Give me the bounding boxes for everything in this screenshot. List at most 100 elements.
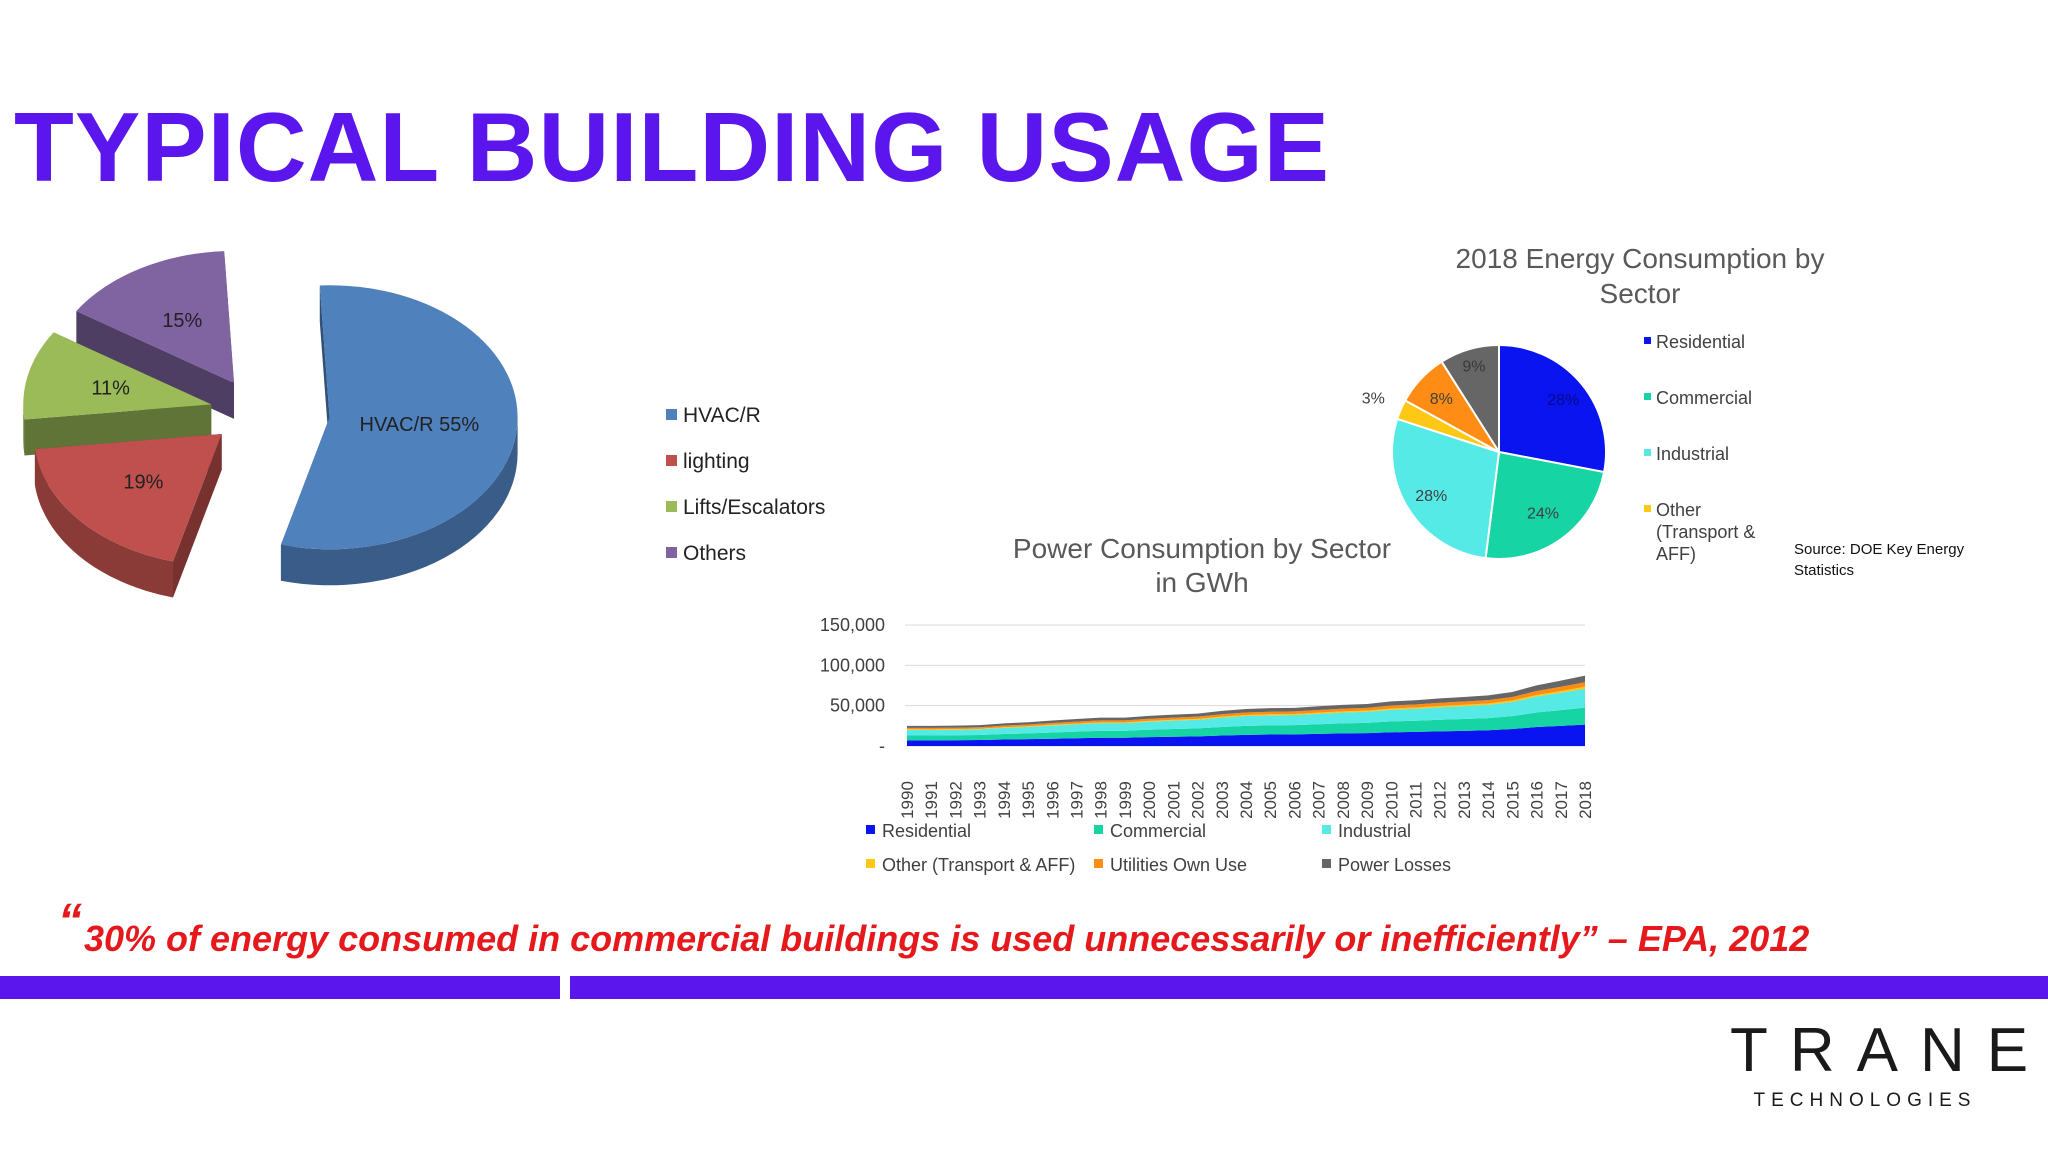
area-legend-label-industrial: Industrial [1338, 821, 1411, 841]
area-ytick-label: 100,000 [820, 655, 885, 675]
area-xtick-label: 2003 [1213, 781, 1232, 819]
accent-bar-right [570, 976, 2048, 999]
pie2018-slice-industrial [1391, 417, 1501, 560]
area-ytick-label: 50,000 [830, 696, 885, 716]
area-xtick-label: 1994 [995, 781, 1014, 819]
area-xtick-label: 1991 [922, 781, 941, 819]
area-xtick-label: 2016 [1528, 781, 1547, 819]
pie2018-label-residential: 28% [1547, 392, 1579, 409]
pie2018-legend-line: Other [1656, 500, 1701, 520]
area-xtick-label: 1998 [1092, 781, 1111, 819]
slide-title: TYPICAL BUILDING USAGE [14, 92, 1331, 202]
pie2018-legend-label-residential: Residential [1656, 332, 1745, 352]
pie2018-label-other-transport-aff: 3% [1362, 391, 1385, 408]
area-xtick-label: 2004 [1237, 781, 1256, 819]
area-xtick-label: 1992 [946, 781, 965, 819]
area-series-commercial [907, 707, 1585, 741]
area-xtick-label: 2011 [1407, 782, 1426, 819]
pie3d-legend-label-lighting: lighting [683, 450, 750, 473]
pie2018-label-industrial: 28% [1415, 488, 1447, 505]
pie2018-legend-label-industrial: Industrial [1656, 444, 1729, 464]
pie3d-legend-label-hvac-r: HVAC/R [683, 404, 761, 427]
area-legend-swatch-other-transport-aff [866, 859, 875, 868]
area-xtick-label: 2006 [1285, 781, 1304, 819]
area-title-line2: in GWh [1155, 567, 1248, 598]
area-legend-swatch-commercial [1094, 825, 1103, 834]
area-xtick-label: 1990 [898, 781, 917, 819]
pie3d-label-lifts-escalators: 11% [91, 378, 130, 400]
area-xtick-label: 2009 [1358, 781, 1377, 819]
pie3d-label-lighting: 19% [123, 471, 163, 493]
accent-bar-left [0, 976, 560, 999]
pie3d-legend-swatch-hvac-r [666, 409, 677, 420]
source-note-line2: Statistics [1794, 562, 1854, 579]
area-xtick-label: 2018 [1576, 781, 1595, 819]
pie2018-legend-line: AFF) [1656, 544, 1696, 564]
pie2018-title-line1: 2018 Energy Consumption by [1456, 243, 1825, 274]
area-xtick-label: 1995 [1019, 781, 1038, 819]
pie3d-slice-hvac-r [280, 285, 518, 550]
pie3d-rim-hvac-r [280, 417, 518, 586]
area-ytick-label: 150,000 [820, 615, 885, 635]
pie2018-legend-label-other-transport-aff: Other (Transport & AFF) [1656, 500, 1755, 564]
pie2018-legend-line: (Transport & [1656, 522, 1755, 542]
power-consumption-legend: Residential Commercial Industrial Other (Tr… [866, 821, 1451, 875]
area-legend-swatch-residential [866, 825, 875, 834]
pie2018-slice-power-losses [1440, 343, 1500, 456]
area-ytick-label: - [879, 736, 885, 756]
area-legend-swatch-power-losses [1322, 859, 1331, 868]
source-note: Source: DOE Key Energy Statistics [1794, 541, 1965, 579]
area-xtick-label: 1996 [1043, 781, 1062, 819]
area-legend-label-utilities-own-use: Utilities Own Use [1110, 855, 1247, 875]
area-legend-swatch-utilities-own-use [1094, 859, 1103, 868]
area-xtick-label: 2007 [1310, 781, 1329, 819]
pie2018-legend-line: Commercial [1656, 388, 1752, 408]
area-xtick-label: 2014 [1479, 781, 1498, 819]
area-legend-label-power-losses: Power Losses [1338, 855, 1451, 875]
pie3d-wall-start-others [76, 311, 235, 419]
pie2018-label-power-losses: 9% [1462, 359, 1485, 376]
power-consumption-area-chart: Power Consumption by Sector in GWh 150,0… [820, 533, 1595, 819]
area-xtick-label: 2002 [1189, 781, 1208, 819]
area-xtick-label: 1999 [1116, 781, 1135, 819]
pie3d-legend-label-lifts-escalators: Lifts/Escalators [683, 496, 825, 519]
area-xtick-label: 2010 [1382, 781, 1401, 819]
pie3d-slice-others [76, 251, 235, 383]
pie3d-legend-swatch-lighting [666, 455, 677, 466]
area-xtick-label: 2013 [1455, 781, 1474, 819]
area-title-line1: Power Consumption by Sector [1013, 533, 1391, 564]
pie3d-slice-lighting [34, 433, 222, 562]
pie2018-legend-swatch-industrial [1644, 449, 1651, 456]
pie3d-rim-lighting [34, 449, 174, 598]
pie2018-legend-swatch-commercial [1644, 393, 1651, 400]
pie2018-slice-residential [1498, 343, 1607, 474]
pie3d-slice-lifts-escalators [23, 332, 212, 420]
pie3d-legend-swatch-others [666, 547, 677, 558]
source-note-line1: Source: DOE Key Energy [1794, 541, 1965, 558]
quote-text: 30% of energy consumed in commercial bui… [84, 918, 1810, 959]
pie3d-label-others: 15% [162, 310, 202, 332]
area-series-industrial [907, 688, 1585, 736]
pie3d-rim-lifts-escalators [23, 404, 25, 456]
area-series-residential [907, 724, 1585, 746]
area-xtick-label: 2000 [1140, 781, 1159, 819]
trane-logo: TRANE TECHNOLOGIES [1730, 1016, 2048, 1112]
pie2018-legend-line: Residential [1656, 332, 1745, 352]
pie2018-label-utilities-own-use: 8% [1430, 391, 1453, 408]
pie2018-legend-swatch-other-transport-aff [1644, 505, 1651, 512]
area-xtick-label: 2001 [1164, 781, 1183, 819]
building-usage-pie-chart: 15% 11% HVAC/R 55% 19% [23, 251, 518, 598]
area-series-power-losses [907, 675, 1585, 728]
area-xtick-label: 2015 [1503, 781, 1522, 819]
area-xtick-label: 2012 [1431, 781, 1450, 819]
area-xtick-label: 1993 [971, 781, 990, 819]
quote-open-mark: “ [58, 895, 82, 948]
pie2018-title-line2: Sector [1600, 278, 1681, 309]
area-xtick-label: 1997 [1068, 781, 1087, 819]
area-xtick-label: 2017 [1552, 781, 1571, 819]
building-usage-legend: HVAC/R lighting Lifts/Escalators Others [666, 404, 825, 565]
pie2018-legend-line: Industrial [1656, 444, 1729, 464]
logo-wordmark: TRANE [1730, 1016, 2048, 1085]
area-legend-label-other-transport-aff: Other (Transport & AFF) [882, 855, 1075, 875]
